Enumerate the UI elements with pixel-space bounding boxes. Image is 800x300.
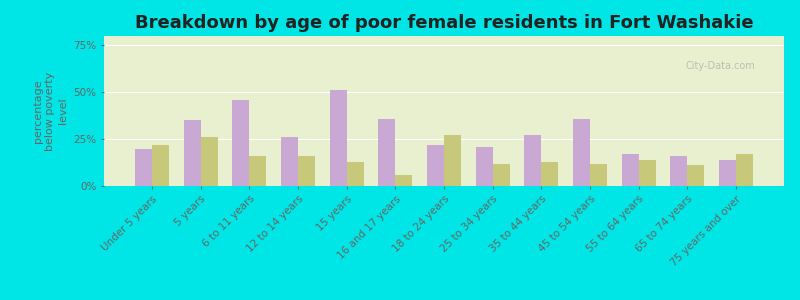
Bar xyxy=(427,145,444,186)
Bar xyxy=(250,156,266,186)
Bar xyxy=(573,118,590,186)
Bar xyxy=(719,160,736,186)
Title: Breakdown by age of poor female residents in Fort Washakie: Breakdown by age of poor female resident… xyxy=(134,14,754,32)
Bar xyxy=(524,135,542,186)
Bar xyxy=(590,164,607,186)
Bar xyxy=(201,137,218,186)
Bar xyxy=(232,100,250,186)
Y-axis label: percentage
below poverty
level: percentage below poverty level xyxy=(33,71,68,151)
Bar xyxy=(152,145,169,186)
Bar xyxy=(378,118,395,186)
Bar xyxy=(476,147,493,186)
Bar xyxy=(493,164,510,186)
Bar xyxy=(638,160,656,186)
Bar xyxy=(687,165,705,186)
Bar xyxy=(670,156,687,186)
Bar xyxy=(281,137,298,186)
Bar xyxy=(346,162,364,186)
Bar xyxy=(183,120,201,186)
Bar xyxy=(622,154,638,186)
Text: City-Data.com: City-Data.com xyxy=(685,61,755,71)
Bar xyxy=(542,162,558,186)
Bar xyxy=(135,148,152,186)
Bar xyxy=(330,90,346,186)
Bar xyxy=(444,135,461,186)
Bar xyxy=(298,156,315,186)
Bar xyxy=(736,154,753,186)
Bar xyxy=(395,175,412,186)
